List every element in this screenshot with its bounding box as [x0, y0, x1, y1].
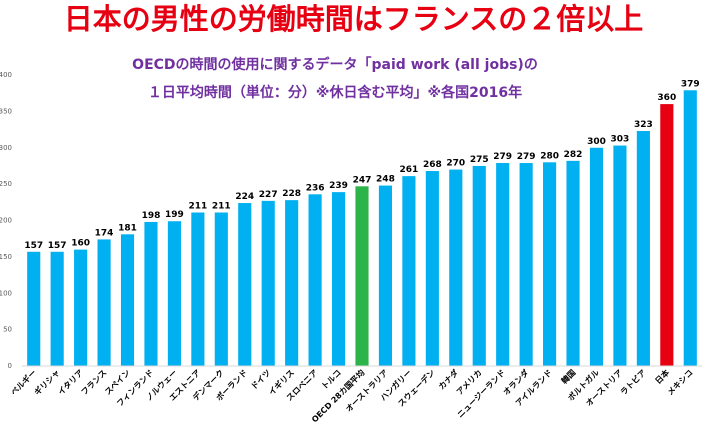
bar-value-label: 239	[329, 181, 348, 191]
bar-value-label: 379	[681, 79, 700, 89]
bar	[402, 176, 416, 366]
bar	[378, 185, 393, 366]
bar	[144, 221, 158, 366]
bar-value-label: 275	[470, 155, 489, 165]
x-tick-label: ラトビア	[618, 367, 648, 397]
bar-value-label: 323	[634, 120, 653, 130]
y-tick-label: 0	[8, 362, 12, 370]
y-tick-label: 250	[0, 180, 12, 188]
bar-value-label: 228	[282, 189, 301, 199]
y-tick-label: 350	[0, 107, 12, 115]
bar-value-label: 199	[165, 210, 184, 220]
bar	[543, 162, 557, 366]
bar	[425, 171, 439, 366]
bar	[74, 249, 88, 366]
bar	[660, 104, 674, 366]
x-tick-label: 日本	[653, 367, 671, 385]
y-tick-label: 100	[0, 289, 12, 297]
y-tick-label: 300	[0, 144, 12, 152]
bar	[636, 131, 650, 366]
bar-value-label: 198	[142, 211, 161, 221]
bar-value-label: 303	[611, 135, 630, 145]
bar-value-label: 360	[657, 93, 676, 103]
y-tick-label: 400	[0, 71, 12, 79]
bar-value-label: 268	[423, 160, 442, 170]
x-tick-label: メキシコ	[666, 368, 695, 397]
bar-value-label: 160	[71, 239, 90, 249]
bar-value-label: 247	[353, 175, 372, 185]
bar-value-label: 174	[95, 228, 114, 238]
bar	[120, 234, 135, 366]
bar-value-label: 224	[235, 192, 254, 202]
bar-value-label: 270	[446, 159, 465, 169]
bar-value-label: 248	[376, 175, 395, 185]
bar	[472, 165, 486, 366]
bar	[449, 169, 463, 366]
value-labels: 157 157 160 174 181 198 199 211 211 224 227 228 236 2…	[24, 79, 699, 251]
bar	[566, 160, 580, 366]
y-tick-label: 50	[3, 326, 12, 334]
bar	[355, 186, 369, 366]
bar	[496, 163, 510, 366]
bar	[238, 203, 252, 366]
bar	[589, 147, 604, 366]
x-axis: ベルギーギリシャイタリアフランススペインフィンランドノルウェーエストニアデンマー…	[8, 365, 702, 424]
bar-series	[27, 90, 697, 366]
x-tick-label: 韓国	[559, 367, 577, 385]
bar-value-label: 157	[24, 241, 43, 251]
bar-value-label: 227	[259, 190, 278, 200]
bar	[519, 163, 533, 366]
bar	[27, 251, 41, 366]
bar-value-label: 279	[517, 152, 536, 162]
x-tick-label: フランス	[80, 368, 109, 397]
bar-value-label: 157	[48, 241, 67, 251]
y-axis: 0 50 100 150 200 250 300 350 400	[0, 71, 12, 370]
bar-value-label: 211	[188, 201, 207, 211]
chart-subtitle-line-1: OECDの時間の使用に関するデータ「paid work (all jobs)の	[132, 57, 538, 73]
bar	[97, 239, 111, 366]
bar	[683, 90, 697, 366]
page-title: 日本の男性の労働時間はフランスの２倍以上	[63, 2, 644, 36]
bar-value-label: 280	[540, 151, 559, 161]
bar	[214, 212, 228, 366]
bar	[50, 251, 64, 366]
y-tick-label: 150	[0, 253, 12, 261]
chart-subtitle-line-2: １日平均時間（単位：分）※休日含む平均」※各国2016年	[147, 85, 523, 101]
bar	[167, 221, 181, 366]
bar	[191, 212, 205, 366]
bar-value-label: 211	[212, 201, 231, 211]
bar	[285, 200, 299, 366]
bar-value-label: 181	[118, 223, 137, 233]
bar	[261, 200, 275, 366]
bar	[331, 192, 346, 366]
y-tick-label: 200	[0, 217, 12, 225]
bar-value-label: 282	[564, 150, 583, 160]
bar-value-label: 236	[306, 183, 325, 193]
bar	[613, 145, 627, 366]
bar-value-label: 261	[399, 165, 418, 175]
bar-value-label: 300	[587, 137, 606, 147]
bar	[308, 194, 322, 366]
bar-value-label: 279	[493, 152, 512, 162]
